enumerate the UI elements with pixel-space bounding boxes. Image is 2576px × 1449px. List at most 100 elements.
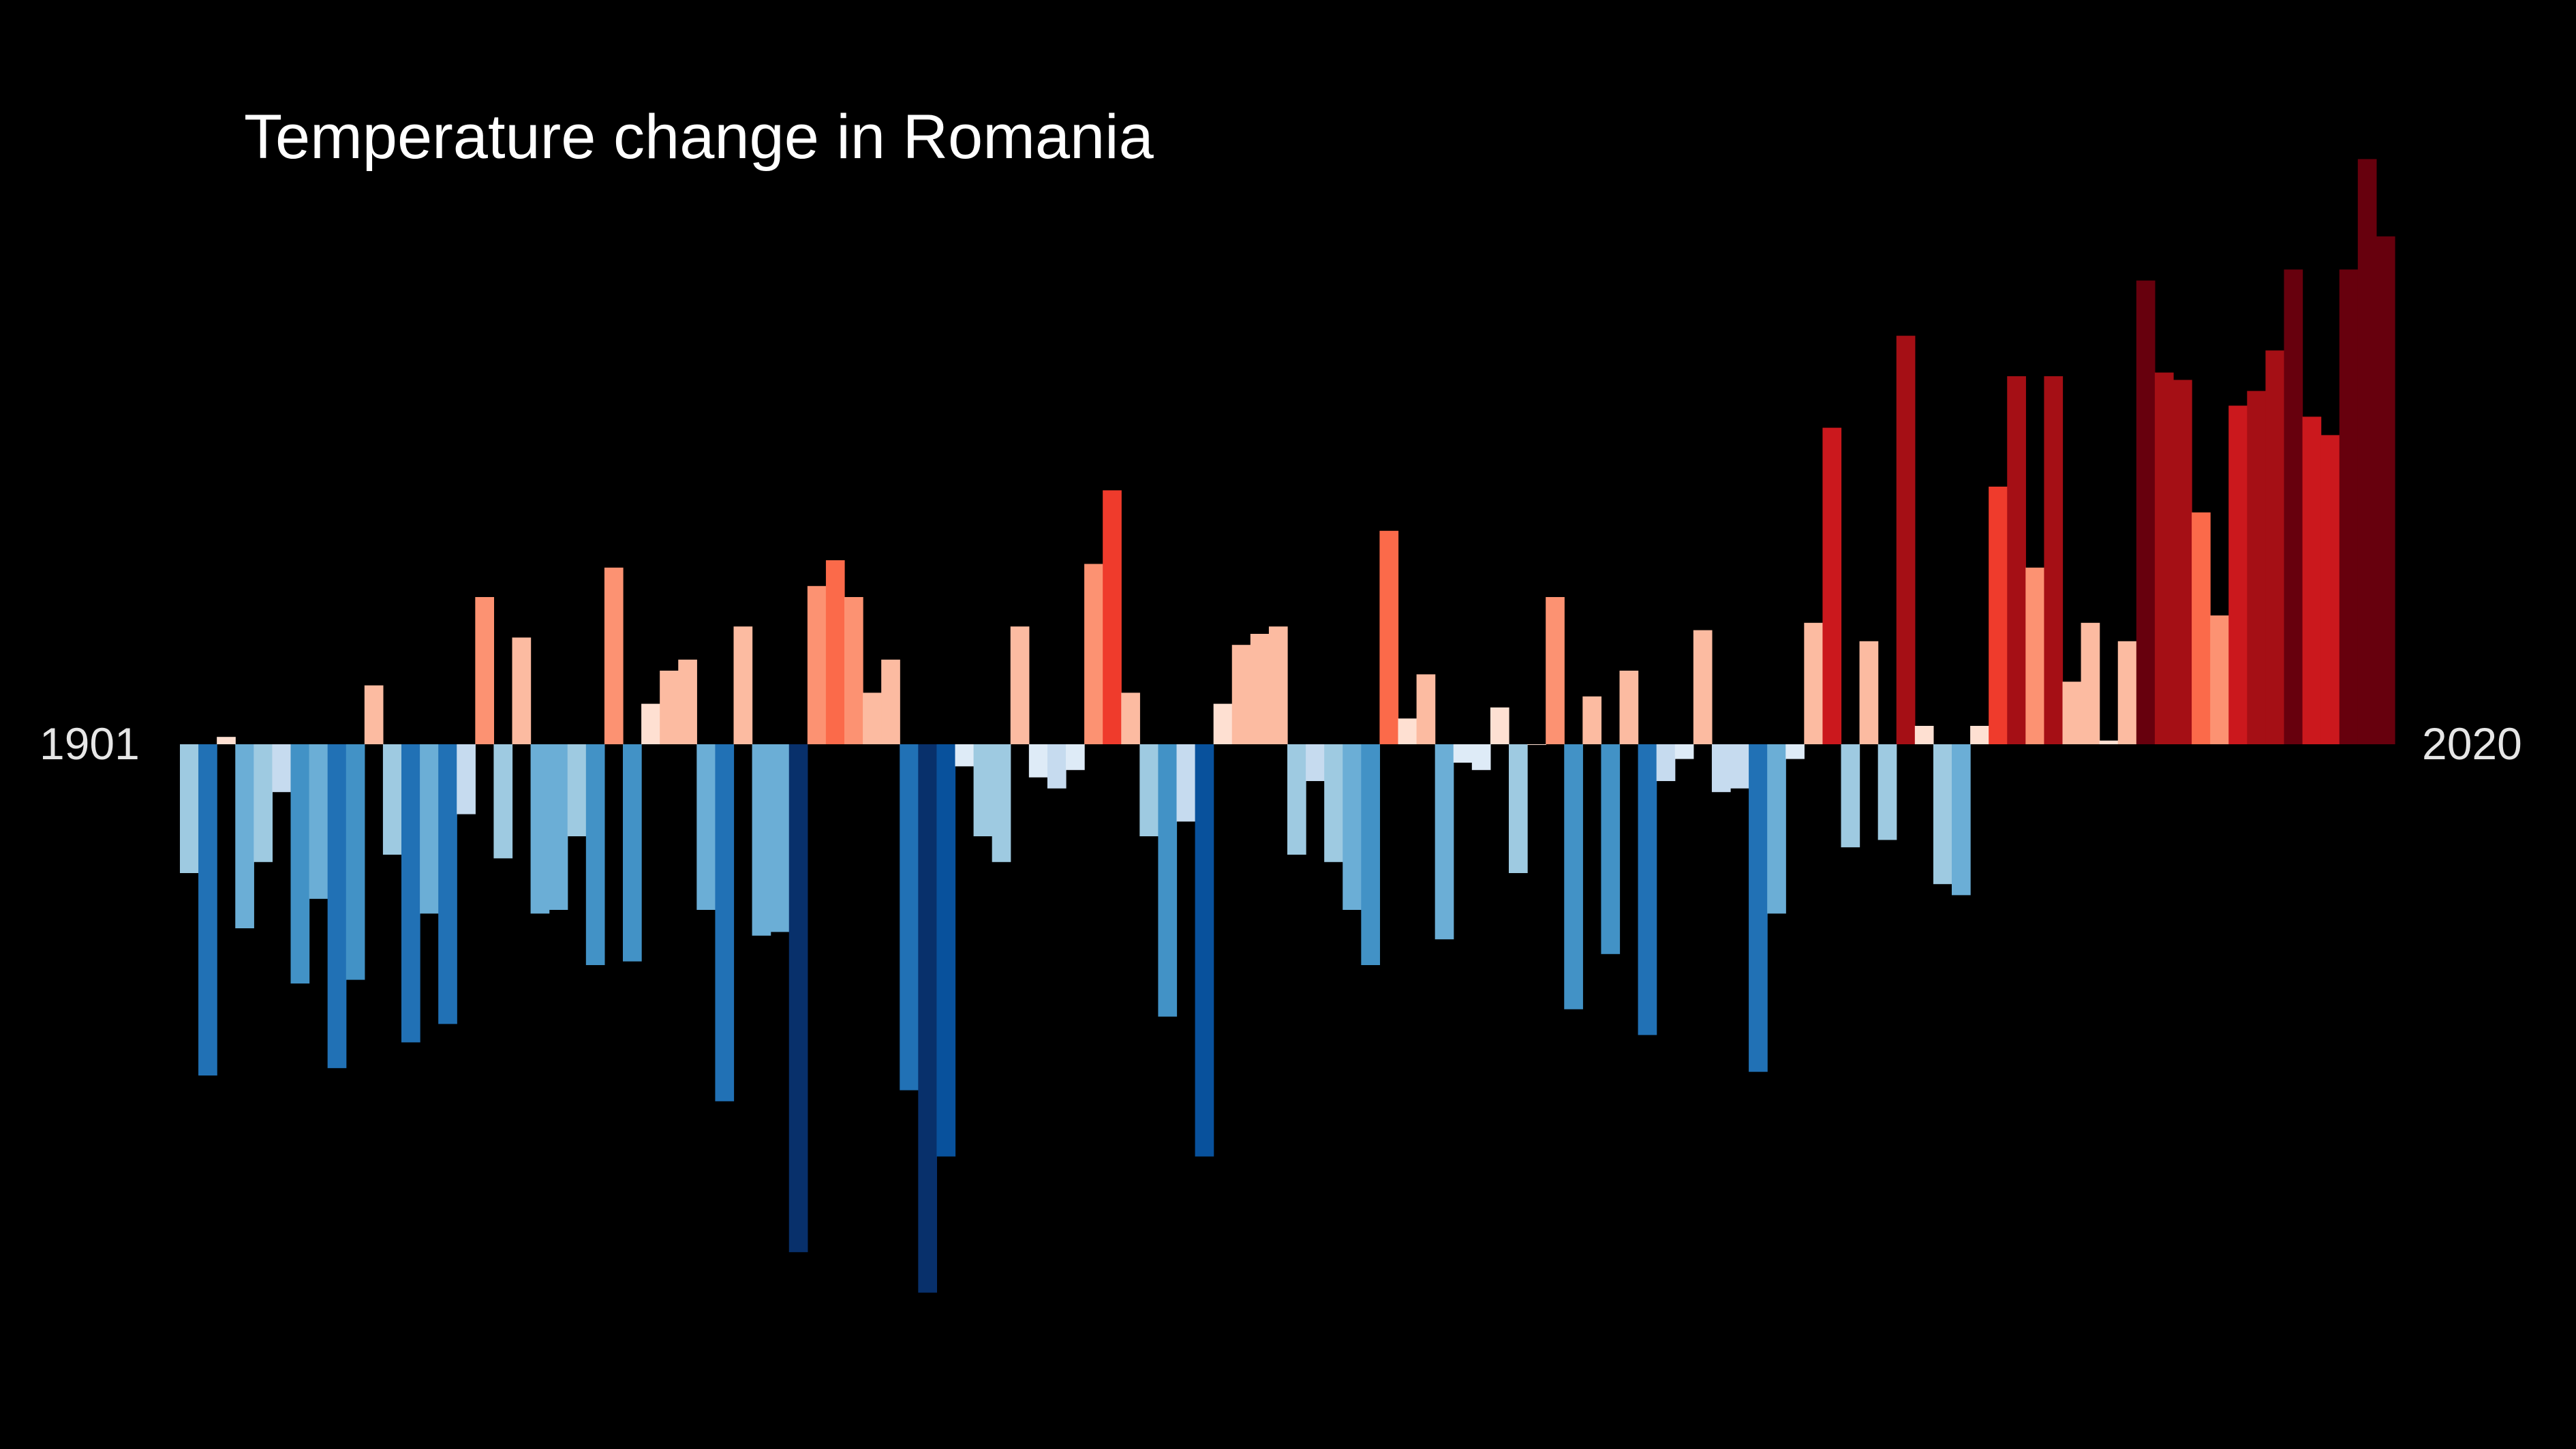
bar-2020	[2376, 236, 2395, 744]
bar-1950	[1084, 564, 1103, 744]
bar-1909	[327, 744, 347, 1069]
bar-1981	[1656, 744, 1676, 781]
bar-1922	[567, 744, 587, 836]
bar-2007	[2136, 280, 2156, 745]
bar-1951	[1103, 490, 1122, 744]
bar-1988	[1785, 744, 1805, 759]
bar-2017	[2320, 435, 2340, 744]
bar-1976	[1564, 744, 1583, 1009]
bar-1906	[272, 744, 292, 793]
bar-2008	[2154, 372, 2174, 744]
bar-1989	[1804, 622, 1824, 744]
bar-1971	[1471, 744, 1491, 770]
bar-1947	[1028, 744, 1048, 778]
bar-1904	[235, 744, 254, 928]
bar-1914	[420, 744, 439, 914]
bar-1924	[604, 567, 624, 744]
bar-1983	[1693, 630, 1713, 744]
bar-1905	[254, 744, 273, 862]
bar-1977	[1582, 696, 1602, 744]
bar-1968	[1416, 674, 1436, 744]
bar-1928	[678, 659, 697, 744]
bar-1996	[1933, 744, 1952, 885]
bar-1935	[807, 585, 827, 744]
bar-1999	[1989, 487, 2008, 744]
bar-2006	[2117, 641, 2137, 744]
bar-1946	[1010, 626, 1030, 744]
bar-1980	[1638, 744, 1657, 1035]
bar-1932	[752, 744, 771, 936]
bar-2018	[2339, 269, 2359, 744]
bar-1993	[1877, 744, 1897, 840]
bar-1949	[1066, 744, 1085, 770]
bar-1937	[844, 597, 863, 744]
bar-2016	[2302, 416, 2322, 744]
bar-1939	[881, 659, 900, 744]
bar-1941	[918, 744, 938, 1293]
bar-1908	[309, 744, 328, 899]
bar-1956	[1195, 744, 1214, 1157]
bar-2003	[2062, 682, 2082, 744]
bar-1970	[1453, 744, 1473, 763]
bar-1901	[180, 744, 199, 873]
bar-1943	[955, 744, 975, 767]
bar-1910	[346, 744, 365, 980]
bar-1958	[1231, 645, 1251, 744]
bar-1940	[900, 744, 919, 1090]
bar-2013	[2247, 391, 2267, 744]
bar-1912	[382, 744, 402, 855]
bar-1923	[585, 744, 605, 965]
bar-2015	[2284, 269, 2303, 744]
bar-1925	[623, 744, 642, 962]
end-year-label: 2020	[2422, 718, 2522, 769]
bar-1936	[825, 560, 845, 744]
bar-1972	[1490, 707, 1509, 744]
bar-2010	[2192, 512, 2211, 744]
bar-1953	[1139, 744, 1159, 836]
bar-1965	[1361, 744, 1381, 965]
bar-1955	[1176, 744, 1196, 822]
chart-title: Temperature change in Romania	[244, 102, 1154, 172]
bar-1986	[1749, 744, 1768, 1072]
bar-2004	[2081, 622, 2100, 744]
bar-2011	[2210, 615, 2229, 744]
bar-1990	[1822, 427, 1842, 744]
bar-1987	[1767, 744, 1786, 914]
bar-1961	[1287, 744, 1306, 855]
bar-1998	[1970, 726, 1989, 744]
bar-1973	[1509, 744, 1528, 873]
bar-1954	[1158, 744, 1178, 1017]
bar-1929	[696, 744, 716, 910]
bar-1913	[401, 744, 420, 1043]
bar-1960	[1268, 626, 1288, 744]
bar-1915	[438, 744, 457, 1024]
bar-1963	[1324, 744, 1343, 862]
bar-1966	[1379, 530, 1399, 744]
bar-1921	[549, 744, 568, 910]
bar-1979	[1619, 671, 1639, 744]
bar-1926	[641, 703, 660, 744]
bar-1944	[973, 744, 993, 836]
bar-2001	[2025, 567, 2045, 744]
bar-1964	[1343, 744, 1362, 910]
bar-1959	[1250, 634, 1270, 744]
bar-1974	[1527, 744, 1546, 745]
bar-1919	[512, 637, 532, 744]
bar-1930	[715, 744, 735, 1101]
bar-1902	[198, 744, 217, 1076]
bar-1978	[1601, 744, 1621, 954]
bar-1952	[1121, 692, 1140, 744]
bar-1934	[788, 744, 808, 1253]
bar-1975	[1546, 597, 1565, 744]
bar-2000	[2007, 376, 2026, 744]
bar-1931	[733, 626, 753, 744]
bar-1997	[1952, 744, 1971, 896]
bar-1984	[1711, 744, 1731, 793]
bar-2005	[2099, 740, 2119, 744]
bar-1917	[475, 597, 495, 744]
bar-1938	[863, 692, 882, 744]
bar-2012	[2228, 406, 2248, 744]
bar-1920	[530, 744, 550, 914]
